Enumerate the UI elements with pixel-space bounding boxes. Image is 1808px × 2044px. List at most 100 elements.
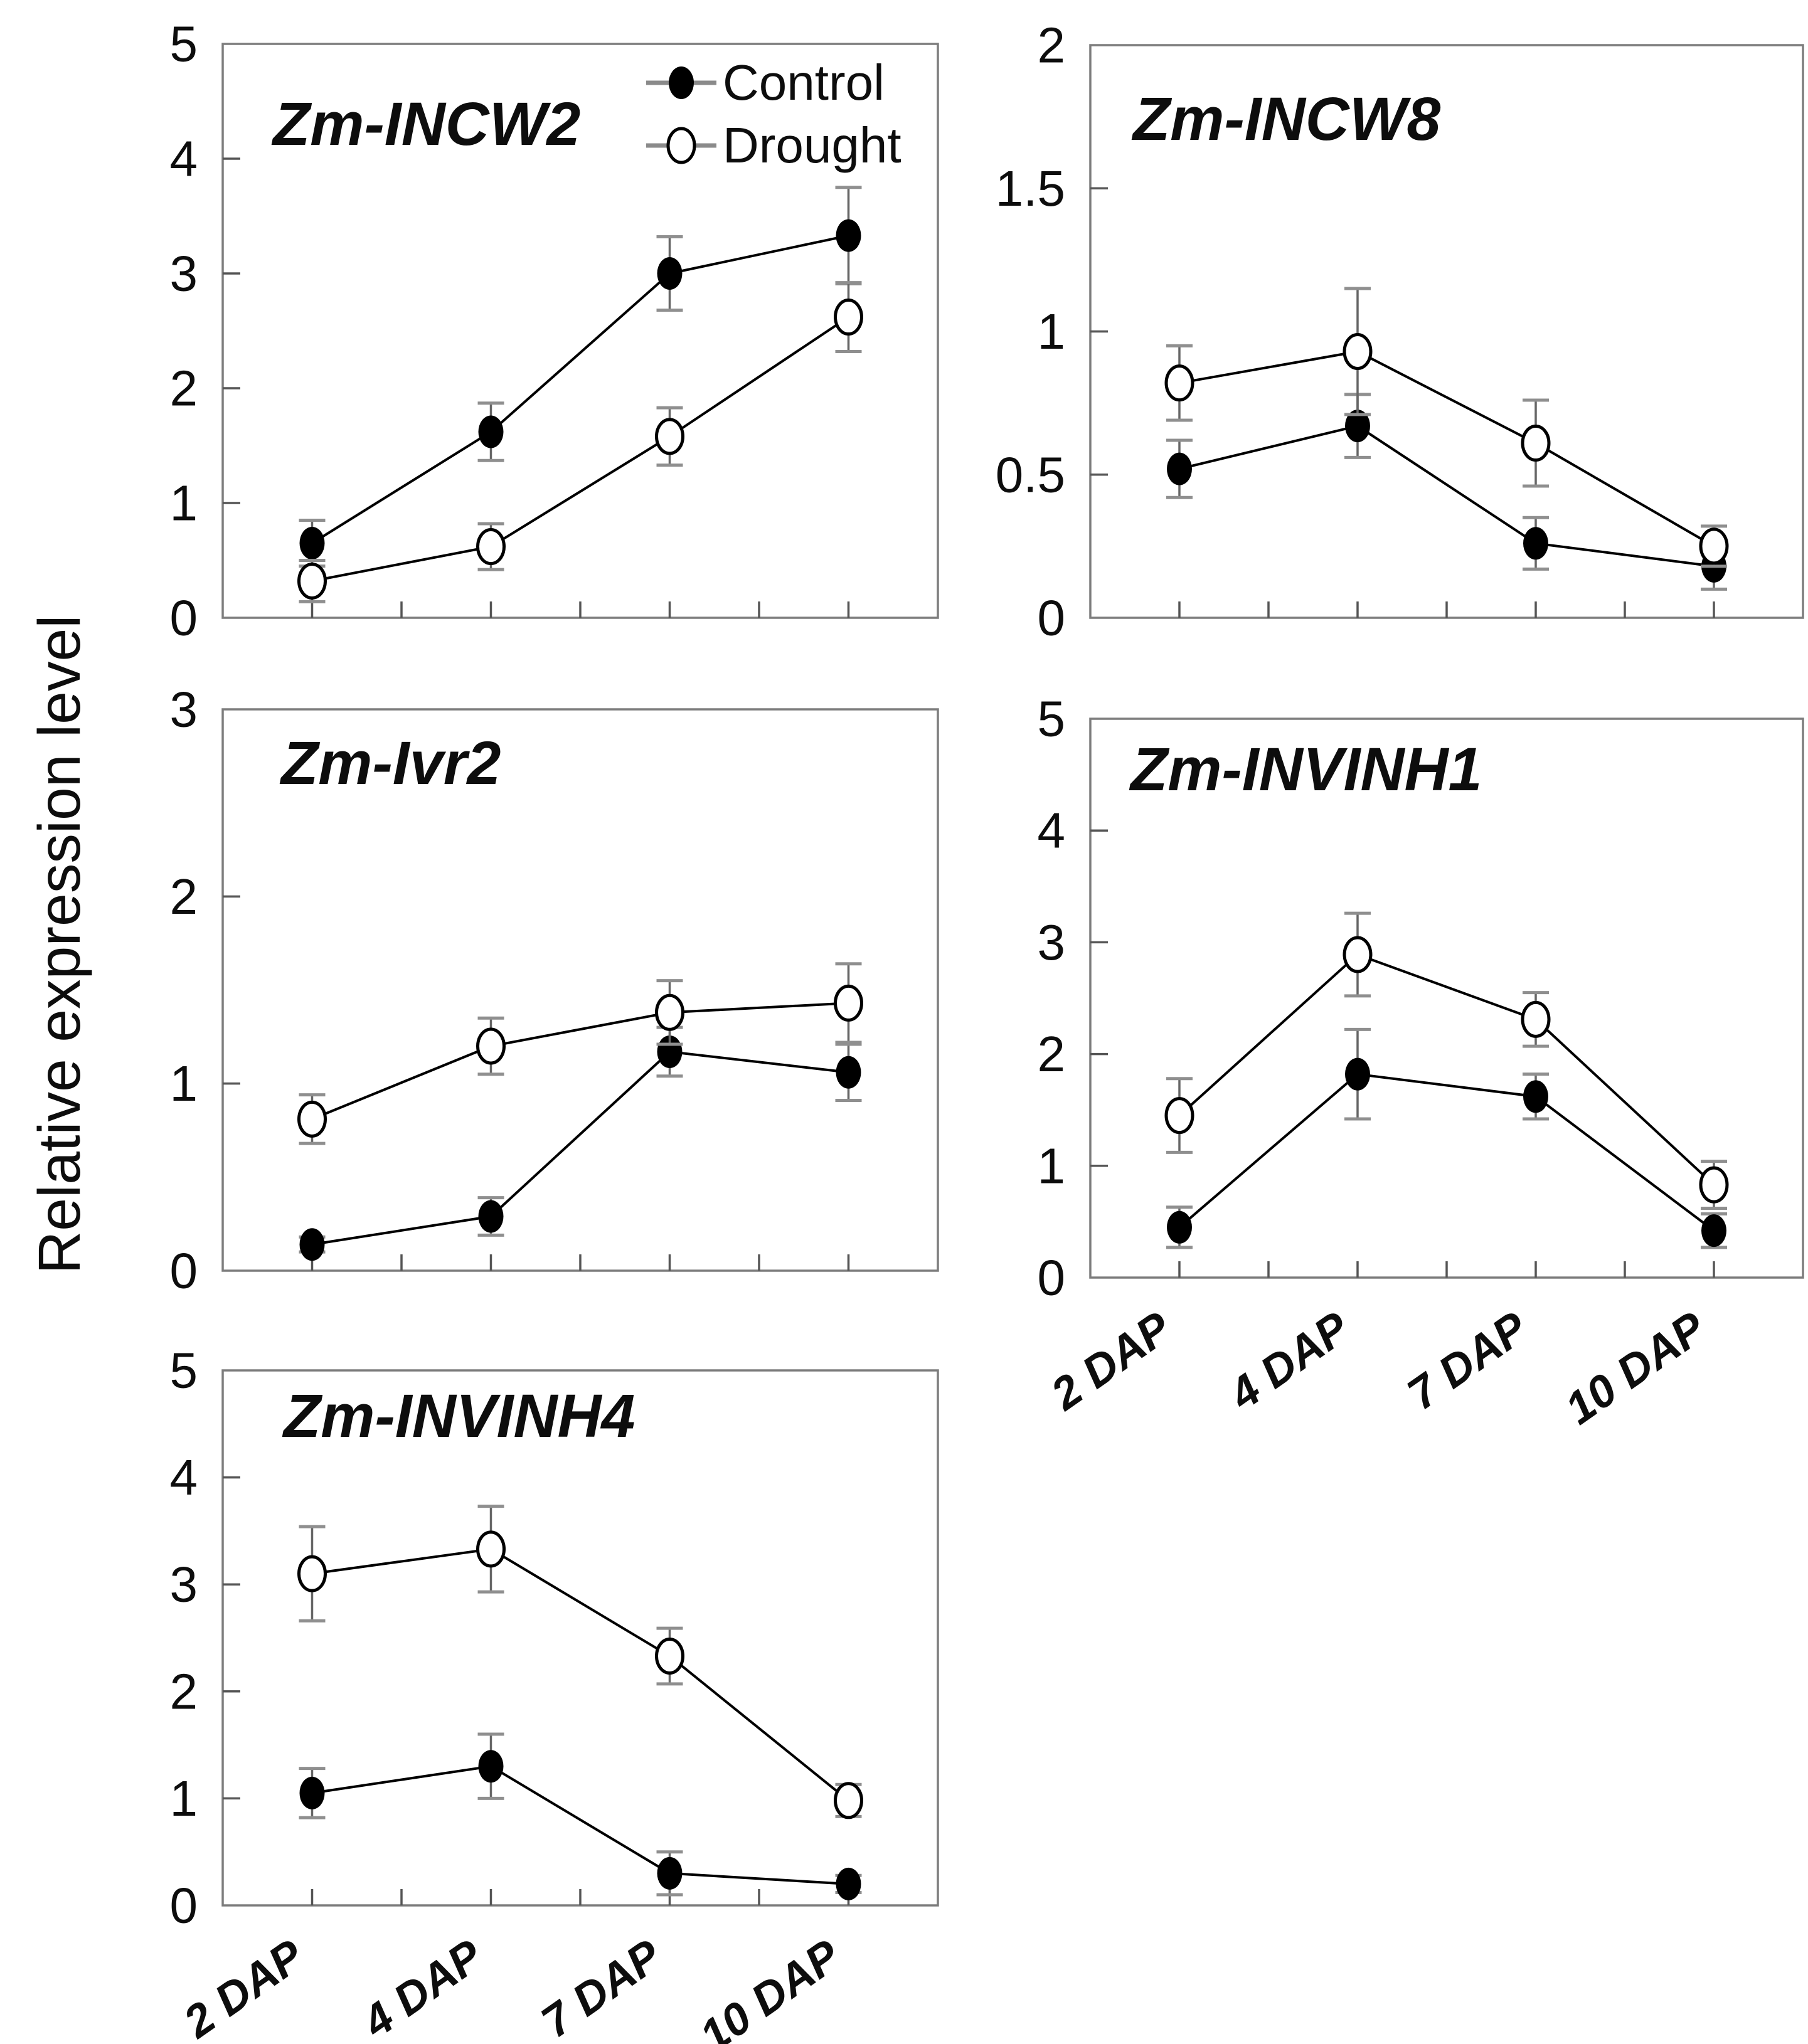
x-tick-label: 7 DAP (1399, 1302, 1537, 1420)
x-tick-label: 10 DAP (1556, 1302, 1715, 1434)
series-line (312, 1547, 849, 1802)
y-tick-label: 4 (170, 131, 198, 187)
y-tick-label: 5 (1038, 691, 1066, 747)
drought-open-circle-icon (646, 127, 716, 164)
chart-title-zm-ivr2: Zm-Ivr2 (281, 729, 501, 797)
y-tick-label: 2 (170, 361, 198, 416)
open-circle-marker (1343, 936, 1373, 973)
y-tick-label: 1 (170, 1771, 198, 1826)
y-tick-label: 4 (1038, 803, 1066, 859)
filled-circle-marker (299, 1228, 325, 1261)
y-tick-label: 0 (1038, 1250, 1066, 1306)
series-line (1179, 350, 1715, 548)
series-control (299, 186, 862, 568)
y-tick-label: 0 (1038, 590, 1066, 646)
open-circle-marker (1164, 1097, 1194, 1135)
chart-title-zm-invinh4: Zm-INVINH4 (284, 1382, 635, 1450)
y-tick-label: 5 (170, 1343, 198, 1399)
y-tick-label: 3 (1038, 914, 1066, 970)
y-tick-label: 3 (170, 682, 198, 738)
open-circle-marker (655, 993, 684, 1031)
series-drought (297, 962, 863, 1145)
y-tick-label: 1.5 (996, 161, 1065, 216)
open-circle-marker (297, 562, 327, 600)
filled-circle-marker (299, 1776, 325, 1809)
x-tick-label: 2 DAP (174, 1930, 313, 2044)
filled-circle-marker (1345, 1057, 1370, 1091)
chart-title-zm-incw2: Zm-INCW2 (273, 90, 581, 158)
open-circle-marker (297, 1555, 327, 1592)
x-tick-label: 10 DAP (691, 1930, 849, 2044)
chart-title-zm-incw8: Zm-INCW8 (1133, 85, 1441, 153)
series-control (1166, 393, 1727, 591)
control-filled-circle-icon (646, 66, 716, 99)
filled-circle-marker (1167, 1210, 1192, 1244)
chart-zm-incw2: 0 1 2 3 4 5 (170, 16, 939, 646)
series-drought (1164, 911, 1729, 1210)
open-circle-marker (476, 1027, 506, 1065)
series-drought (1164, 287, 1729, 568)
chart-title-zm-invinh1: Zm-INVINH1 (1130, 735, 1482, 803)
x-tick-label: 4 DAP (353, 1930, 492, 2044)
filled-circle-marker (1523, 1080, 1548, 1113)
filled-circle-marker (836, 1056, 861, 1089)
open-circle-marker (476, 1530, 506, 1568)
legend: Control Drought (646, 51, 901, 177)
y-tick-label: 1 (1038, 304, 1066, 359)
series-line (312, 1765, 849, 1885)
filled-circle-marker (657, 257, 683, 290)
filled-circle-marker (1167, 452, 1192, 485)
legend-row-drought: Drought (646, 114, 901, 177)
y-tick-label: 3 (170, 246, 198, 302)
open-circle-marker (476, 528, 506, 566)
legend-label-control: Control (723, 55, 885, 110)
filled-circle-marker (299, 527, 325, 560)
y-tick-label: 4 (170, 1449, 198, 1505)
legend-label-drought: Drought (723, 117, 901, 173)
y-tick-label: 2 (170, 1663, 198, 1719)
open-circle-marker (1343, 332, 1373, 370)
filled-circle-marker (1523, 527, 1548, 560)
open-circle-marker (1164, 364, 1194, 402)
x-tick-label: 7 DAP (533, 1930, 671, 2044)
y-tick-label: 1 (170, 1056, 198, 1111)
open-circle-marker (655, 1638, 684, 1675)
y-tick-label: 2 (1038, 1026, 1066, 1082)
filled-circle-marker (657, 1856, 683, 1890)
filled-circle-marker (478, 415, 504, 448)
y-tick-label: 0 (170, 590, 198, 646)
chart-zm-incw8: 0 0.5 1 1.5 2 (996, 18, 1804, 646)
series-line (312, 315, 849, 583)
legend-row-control: Control (646, 51, 901, 114)
series-line (1178, 1072, 1715, 1232)
series-line (1178, 953, 1715, 1186)
y-tick-label: 0 (170, 1878, 198, 1934)
y-tick-label: 5 (170, 16, 198, 72)
open-circle-marker (1699, 1166, 1729, 1204)
y-tick-label: 2 (1038, 18, 1066, 73)
filled-circle-marker (478, 1200, 504, 1233)
filled-circle-marker (1701, 1214, 1726, 1247)
open-circle-marker (297, 1100, 327, 1138)
y-tick-label: 0 (170, 1243, 198, 1299)
y-axis-title: Relative expression level (26, 615, 93, 1274)
filled-circle-marker (836, 1867, 861, 1900)
series-control (299, 1025, 862, 1261)
chart-zm-ivr2: 0 1 2 3 (170, 682, 939, 1299)
filled-circle-marker (478, 1750, 504, 1783)
x-tick-label: 2 DAP (1041, 1302, 1181, 1421)
y-tick-label: 1 (1038, 1138, 1066, 1194)
x-tick-label: 4 DAP (1220, 1302, 1359, 1421)
series-line (311, 234, 849, 544)
series-drought (297, 281, 863, 603)
open-circle-marker (834, 984, 863, 1022)
series-control (1166, 1027, 1727, 1249)
y-tick-label: 3 (170, 1557, 198, 1612)
open-circle-marker (655, 418, 684, 455)
open-circle-marker (834, 299, 863, 336)
open-circle-marker (1521, 1000, 1551, 1038)
y-tick-label: 2 (170, 869, 198, 924)
series-control (299, 1732, 862, 1900)
